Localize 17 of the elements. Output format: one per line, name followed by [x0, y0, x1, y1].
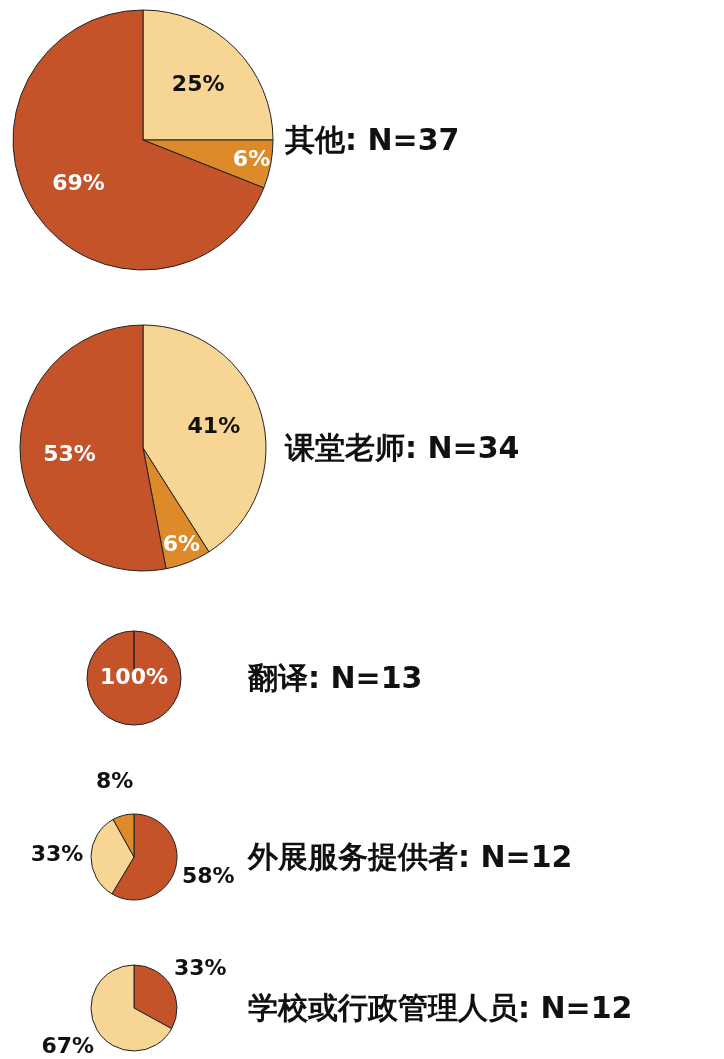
data-label: 67%: [41, 1032, 95, 1058]
data-label: 53%: [43, 440, 96, 466]
text: 学校或行政管理人员: N=12: [248, 988, 633, 1027]
data-label: 41%: [187, 413, 241, 439]
data-label: 69%: [52, 169, 105, 195]
text: 课堂老师: N=34: [285, 428, 520, 467]
text: 翻译: N=13: [248, 658, 423, 697]
data-label: 33%: [173, 954, 227, 980]
data-label: 6%: [232, 146, 271, 172]
text: 外展服务提供者: N=12: [248, 837, 573, 876]
data-label: 100%: [100, 663, 168, 689]
data-label: 8%: [95, 768, 134, 794]
data-label: 6%: [162, 530, 201, 556]
data-label: 58%: [181, 863, 235, 889]
data-label: 33%: [30, 841, 84, 867]
data-label: 25%: [171, 70, 225, 96]
text: 其他: N=37: [285, 120, 460, 159]
